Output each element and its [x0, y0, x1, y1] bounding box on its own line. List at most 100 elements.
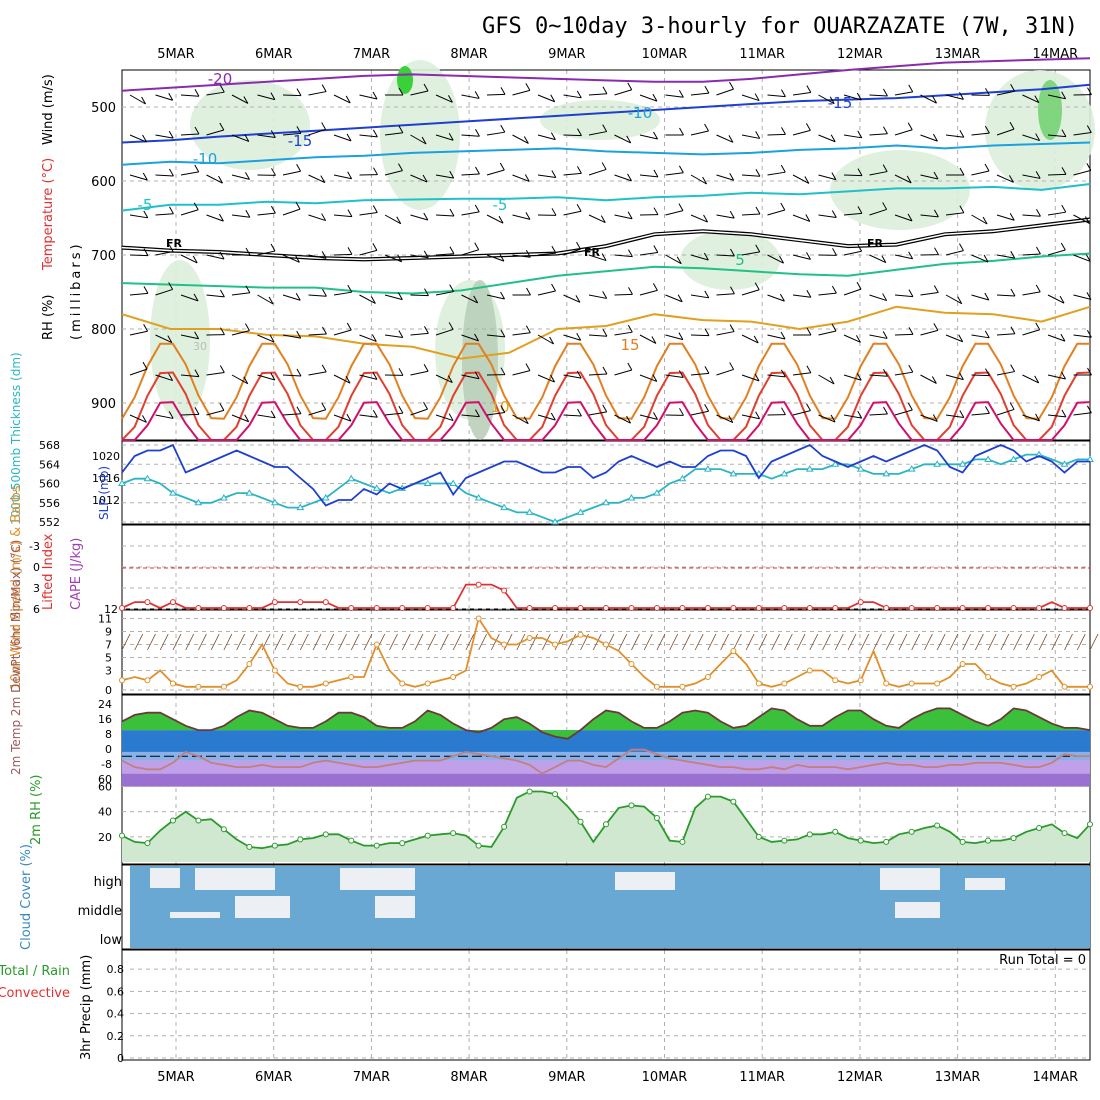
- wind-barb-flag: [372, 129, 378, 138]
- wind-barb: [359, 211, 378, 216]
- wind-barb-flag: [931, 376, 937, 384]
- wind-barb-flag: [1035, 413, 1040, 422]
- wind-barb-flag: [168, 411, 174, 419]
- wind-barb-flag: [1087, 87, 1092, 95]
- wind-barb-flag: [296, 88, 302, 96]
- y-tick-label: -3: [29, 540, 40, 553]
- wind-barb: [588, 168, 607, 176]
- wind-barb: [741, 334, 759, 344]
- wind-barb-flag: [398, 368, 404, 376]
- thickness-point: [118, 479, 126, 486]
- wind-barb: [333, 174, 352, 180]
- thickness-point: [729, 469, 738, 477]
- wind-barb: [614, 214, 633, 220]
- wind-speed-point: [628, 661, 635, 667]
- wind-barb: [567, 633, 577, 651]
- wind-barb: [359, 334, 377, 342]
- wind-barb-flag: [883, 369, 888, 377]
- wind-barb-flag: [984, 163, 990, 172]
- date-label: 11MAR: [739, 47, 785, 62]
- wind-barb-flag: [804, 176, 810, 184]
- wind-barb: [389, 633, 398, 651]
- wind-barb-flag: [907, 122, 913, 130]
- wind-barb: [333, 214, 352, 218]
- thickness-point: [1009, 455, 1018, 462]
- thickness-point: [576, 508, 585, 515]
- wind-barb: [512, 214, 531, 220]
- date-label: 9MAR: [548, 1070, 585, 1085]
- wind-barb: [159, 633, 169, 651]
- wind-barb: [792, 372, 811, 376]
- wind-barb: [690, 410, 709, 416]
- wind-barb: [869, 334, 888, 339]
- wind-barb-flag: [908, 364, 914, 373]
- wind-barb: [249, 633, 258, 651]
- isotherm-line: [121, 57, 1091, 92]
- wind-barb-flag: [194, 331, 200, 339]
- wind-barb-flag: [474, 204, 480, 213]
- wind-barb: [894, 409, 913, 416]
- wind-barb-flag: [652, 374, 658, 382]
- wind-barb-flag: [984, 292, 990, 301]
- wind-barb-flag: [1061, 409, 1067, 418]
- wind-speed-point: [985, 674, 992, 680]
- wind-barb-flag: [702, 176, 708, 185]
- wind-barb-flag: [269, 334, 275, 343]
- wind-speed-point: [781, 680, 788, 687]
- wind-barb-flag: [652, 93, 658, 102]
- wind-barb: [155, 374, 173, 382]
- wind-barb: [231, 214, 250, 218]
- wind-barb: [461, 294, 478, 304]
- wind-barb: [180, 334, 199, 340]
- wind-barb: [333, 291, 352, 296]
- cloud-cover-panel: high middle low: [78, 866, 1090, 948]
- wind-barb: [1051, 633, 1061, 651]
- wind-barb: [1064, 633, 1073, 651]
- wind-barb: [325, 633, 335, 651]
- wind-barb-flag: [549, 336, 555, 345]
- wind-barb-flag: [678, 165, 684, 174]
- wind-barb-flag: [933, 171, 939, 180]
- y-tick-label: 8: [105, 728, 112, 741]
- wind-barb: [563, 172, 582, 176]
- wind-barb-flag: [958, 334, 964, 342]
- wind-barb: [198, 633, 207, 651]
- wind-barb: [614, 89, 632, 96]
- wind-barb: [588, 334, 607, 337]
- wind-barb-flag: [1086, 163, 1092, 171]
- wind-barb-flag: [169, 206, 174, 214]
- wind-barb-flag: [628, 287, 633, 295]
- isotherm-line: [121, 83, 1091, 144]
- wind-barb-flag: [474, 409, 480, 417]
- wind-barb: [588, 411, 607, 416]
- wind-speed-point: [934, 680, 941, 687]
- wind-barb: [1047, 134, 1066, 138]
- wind-barb-flag: [168, 130, 174, 139]
- wind-barb: [971, 294, 989, 301]
- wind-barb: [945, 334, 963, 343]
- wind-barb-flag: [244, 134, 250, 142]
- wind-barb-flag: [346, 322, 352, 331]
- date-label: 6MAR: [255, 1070, 292, 1085]
- wind-barb-flag: [856, 335, 861, 343]
- wind-barb: [1022, 94, 1040, 104]
- y-tick-label: 0: [117, 1052, 124, 1065]
- lifted-index-point: [424, 605, 431, 611]
- wind-barb-flag: [703, 214, 709, 223]
- wind-barb-flag: [168, 282, 174, 290]
- wind-speed-point: [653, 683, 660, 690]
- wind-barb-flag: [345, 95, 351, 104]
- wind-barb: [155, 134, 174, 139]
- contour-label: FR: [584, 246, 601, 259]
- wind-barb-flag: [754, 282, 760, 290]
- wind-barb: [920, 291, 939, 296]
- wind-barb: [792, 91, 811, 96]
- wind-barb-flag: [347, 171, 353, 179]
- wind-barb: [129, 368, 148, 376]
- cloud-block: [170, 912, 220, 918]
- wind-barb-flag: [882, 293, 888, 301]
- thickness-point: [704, 465, 712, 472]
- wind-barb-flag: [729, 81, 734, 90]
- wind-barb-flag: [296, 164, 302, 172]
